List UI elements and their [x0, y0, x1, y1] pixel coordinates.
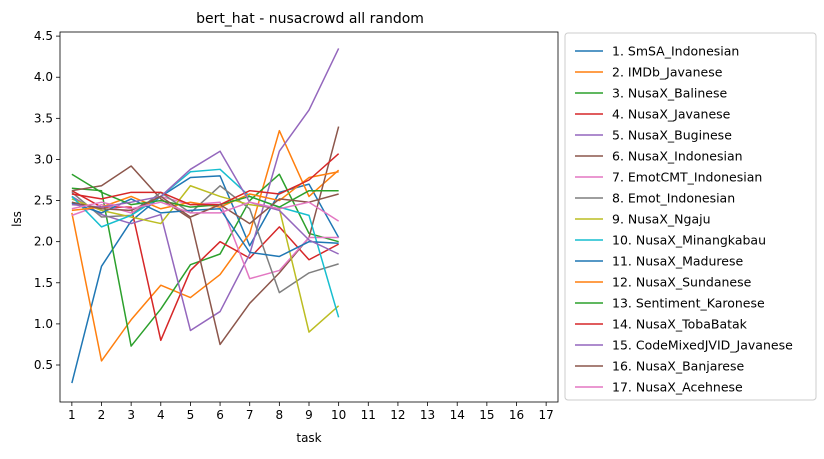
legend-entry-17: 17. NusaX_Acehnese [612, 380, 743, 395]
series-line-4 [71, 190, 339, 342]
series-line-5 [71, 48, 340, 332]
legend-box [564, 32, 817, 401]
legend-entry-2: 2. IMDb_Javanese [612, 65, 723, 80]
x-tick-label-12: 12 [390, 408, 405, 422]
legend-entry-5: 5. NusaX_Buginese [612, 128, 732, 143]
legend-entry-10: 10. NusaX_Minangkabau [612, 233, 766, 248]
x-tick-label-7: 7 [246, 408, 254, 422]
series-line-6 [71, 126, 340, 346]
legend-entry-14: 14. NusaX_TobaBatak [612, 317, 748, 332]
x-tick-label-8: 8 [276, 408, 284, 422]
x-tick-label-3: 3 [127, 408, 135, 422]
legend-entry-12: 12. NusaX_Sundanese [612, 275, 752, 290]
series-line-7 [71, 195, 339, 280]
legend-entry-8: 8. Emot_Indonesian [612, 191, 735, 206]
series-line-14 [71, 153, 340, 206]
legend-entry-16: 16. NusaX_Banjarese [612, 359, 744, 374]
legend-entry-1: 1. SmSA_Indonesian [612, 44, 739, 59]
x-tick-label-17: 17 [539, 408, 554, 422]
legend-entry-7: 7. EmotCMT_Indonesian [612, 170, 762, 185]
x-tick-label-1: 1 [68, 408, 76, 422]
y-tick-label-4.5: 4.5 [34, 29, 53, 43]
x-tick-label-15: 15 [479, 408, 494, 422]
x-tick-label-11: 11 [361, 408, 376, 422]
plot-area: 1 2 3 4 5 6 7 8 9 10 11 12 13 14 15 16 170.51.01.52.02.5… [34, 29, 559, 422]
y-tick-label-2.5: 2.5 [34, 194, 53, 208]
x-tick-label-6: 6 [216, 408, 224, 422]
legend-entry-13: 13. Sentiment_Karonese [612, 296, 765, 311]
series-line-16 [71, 193, 339, 225]
legend-entry-11: 11. NusaX_Madurese [612, 254, 743, 269]
series-line-15 [71, 150, 339, 255]
x-tick-label-5: 5 [187, 408, 195, 422]
y-tick-label-1.5: 1.5 [34, 276, 53, 290]
chart-title: bert_hat - nusacrowd all random [196, 11, 424, 27]
x-tick-label-14: 14 [450, 408, 465, 422]
y-tick-label-3.5: 3.5 [34, 111, 53, 125]
series-line-17 [71, 201, 340, 222]
legend-entry-15: 15. CodeMixedJVID_Javanese [612, 338, 793, 353]
series-line-2 [71, 129, 340, 362]
y-tick-label-1.0: 1.0 [34, 317, 53, 331]
x-tick-label-13: 13 [420, 408, 435, 422]
x-tick-label-10: 10 [331, 408, 346, 422]
legend: 1. SmSA_Indonesian 2. IMDb_Javanese 3. Nus… [564, 32, 817, 401]
y-tick-label-2.0: 2.0 [34, 235, 53, 249]
x-tick-label-2: 2 [98, 408, 106, 422]
y-tick-label-4.0: 4.0 [34, 70, 53, 84]
series-line-10 [71, 168, 340, 318]
legend-entry-9: 9. NusaX_Ngaju [612, 212, 711, 227]
series-line-13 [71, 173, 339, 208]
x-tick-label-9: 9 [305, 408, 313, 422]
y-tick-label-3.0: 3.0 [34, 152, 53, 166]
y-tick-label-0.5: 0.5 [34, 358, 53, 372]
series-line-8 [71, 185, 339, 294]
legend-entry-4: 4. NusaX_Javanese [612, 107, 731, 122]
series-line-9 [71, 185, 340, 333]
series-line-3 [71, 173, 339, 347]
legend-entry-3: 3. NusaX_Balinese [612, 86, 727, 101]
x-tick-label-4: 4 [157, 408, 165, 422]
y-axis-label: lss [10, 211, 24, 227]
x-axis-label: task [296, 431, 321, 445]
x-tick-label-16: 16 [509, 408, 524, 422]
legend-entry-6: 6. NusaX_Indonesian [612, 149, 743, 164]
